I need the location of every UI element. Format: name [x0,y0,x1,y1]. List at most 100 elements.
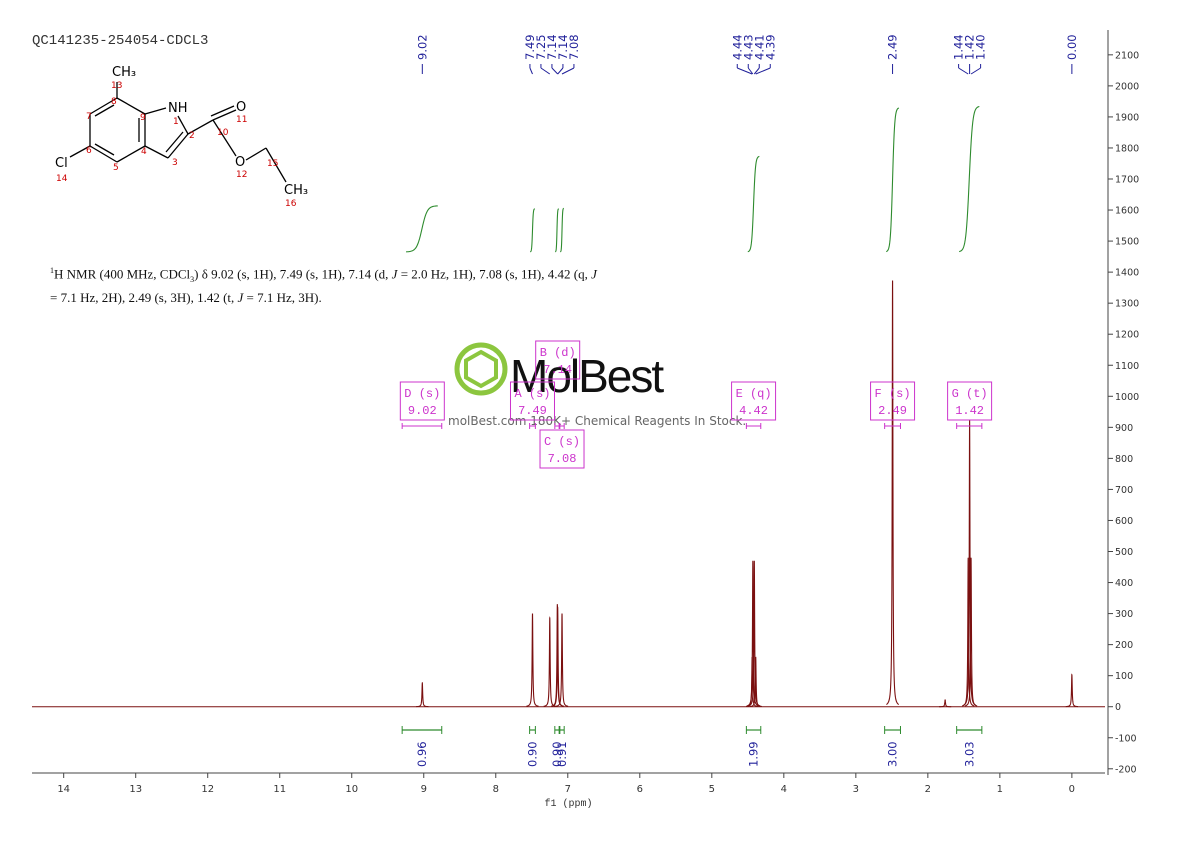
atom-number: 15 [267,159,278,169]
desc-part: J [591,266,597,282]
atom-number: 5 [113,163,119,173]
peak-label: 7.14 [545,34,559,60]
atom-number: 11 [236,115,247,125]
y-tick-label: 1200 [1115,330,1139,341]
watermark-tagline: molBest.com 180K+ Chemical Reagents In S… [448,414,746,428]
atom-label: CH₃ [284,183,308,198]
y-tick-label: 1700 [1115,175,1139,186]
peak [555,613,569,707]
atom-number: 14 [56,174,68,184]
multiplet-name: G (t) [952,387,988,401]
multiplet-shift: 7.14 [543,363,572,377]
integral-curve [406,205,438,253]
y-tick-label: 1800 [1115,143,1139,154]
y-tick-label: 1300 [1115,299,1139,310]
peak-label: 7.14 [556,34,570,60]
integral-curve [555,208,559,253]
multiplet-name: A (s) [514,387,550,401]
multiplet-box [539,429,585,469]
peak-label-connector [753,67,760,75]
y-tick-label: 200 [1115,640,1133,651]
y-tick-label: -100 [1115,733,1137,744]
peak-label: 4.41 [752,34,766,60]
atom-label: O [236,100,246,115]
multiplet-name: C (s) [544,435,580,449]
peak [964,557,978,707]
y-tick-label: 1000 [1115,392,1139,403]
x-tick-label: 0 [1069,784,1075,795]
x-tick-label: 2 [925,784,931,795]
y-tick-label: -200 [1115,764,1137,775]
y-tick-label: 800 [1115,454,1133,465]
peak-label: 4.39 [763,34,777,60]
desc-part: 1 [50,266,54,275]
atom-label: Cl [55,156,68,171]
y-tick-label: 600 [1115,516,1133,527]
structure-atoms: CH₃ 13 8 7 9 NH 1 2 10 O 11 6 4 3 5 O 12… [55,65,308,209]
x-axis-label: f1 (ppm) [544,798,592,810]
integral-label: 0.91 [555,741,569,767]
x-tick-label: 3 [853,784,859,795]
multiplet-name: D (s) [404,387,440,401]
multiplet-shift: 7.49 [518,404,547,418]
desc-part: = 7.1 Hz, 2H), 2.49 (s, 3H), 1.42 (t, [50,289,238,305]
atom-number: 8 [111,97,117,107]
peak [886,280,900,705]
x-tick-label: 10 [345,784,358,795]
x-tick-label: 4 [781,784,787,795]
atom-number: 10 [217,128,229,138]
multiplet-shift: 7.08 [548,452,577,466]
atom-number: 9 [140,113,146,123]
atom-number: 7 [86,112,92,122]
peak-label-connector [557,67,564,75]
y-tick-label: 500 [1115,547,1133,558]
peak [551,605,564,707]
desc-part: J [237,289,244,305]
y-tick-label: 2100 [1115,50,1139,61]
integral-label: 1.99 [747,741,761,767]
peak-label: 1.44 [952,34,966,60]
atom-number: 13 [111,81,122,91]
multiplet-shift: 4.42 [739,404,768,418]
x-tick-label: 13 [129,784,142,795]
desc-part: = 2.0 Hz, 1H), 7.08 (s, 1H), 4.42 (q, [397,266,592,282]
desc-part: 3 [190,274,195,284]
integral-label: 0.90 [550,741,564,767]
peak-label-connector [737,67,753,75]
peak [749,656,762,708]
peak-label-connector [561,67,575,75]
peak-label: 4.43 [741,34,755,60]
desc-part: H NMR (400 MHz, CDCl [54,266,191,282]
integral-label: 3.03 [962,741,976,767]
peak [1065,673,1079,708]
integral-curve [560,207,564,253]
atom-label: NH [168,101,188,116]
y-tick-label: 400 [1115,578,1133,589]
desc-part: J [391,266,398,282]
multiplet-box [399,381,445,421]
multiplet-box [535,340,581,380]
integral-label: 3.00 [886,741,900,767]
y-tick-label: 1900 [1115,112,1139,123]
peak-label-connector [551,67,559,75]
integral-curve [959,105,980,253]
integral-curve [530,208,535,253]
x-tick-label: 5 [709,784,715,795]
y-tick-label: 2000 [1115,81,1139,92]
peak-label: 1.40 [974,34,988,60]
multiplet-shift: 1.42 [955,404,984,418]
atom-number: 6 [86,146,92,156]
integral-label: 0.96 [415,741,429,767]
watermark-logo: MolBest molBest.com 180K+ Chemical Reage… [448,342,746,428]
atom-label: O [235,155,245,170]
multiplet-name: F (s) [875,387,911,401]
peak-label-connector [970,67,981,75]
atom-number: 4 [141,147,147,157]
multiplet-box [731,381,777,421]
peak-label-connector [529,67,533,75]
desc-part: ) δ 9.02 (s, 1H), 7.49 (s, 1H), 7.14 (d, [194,266,392,282]
peak-label-connector [958,67,969,75]
desc-part: = 7.1 Hz, 3H). [243,289,322,305]
peak-label-connector [755,67,771,75]
